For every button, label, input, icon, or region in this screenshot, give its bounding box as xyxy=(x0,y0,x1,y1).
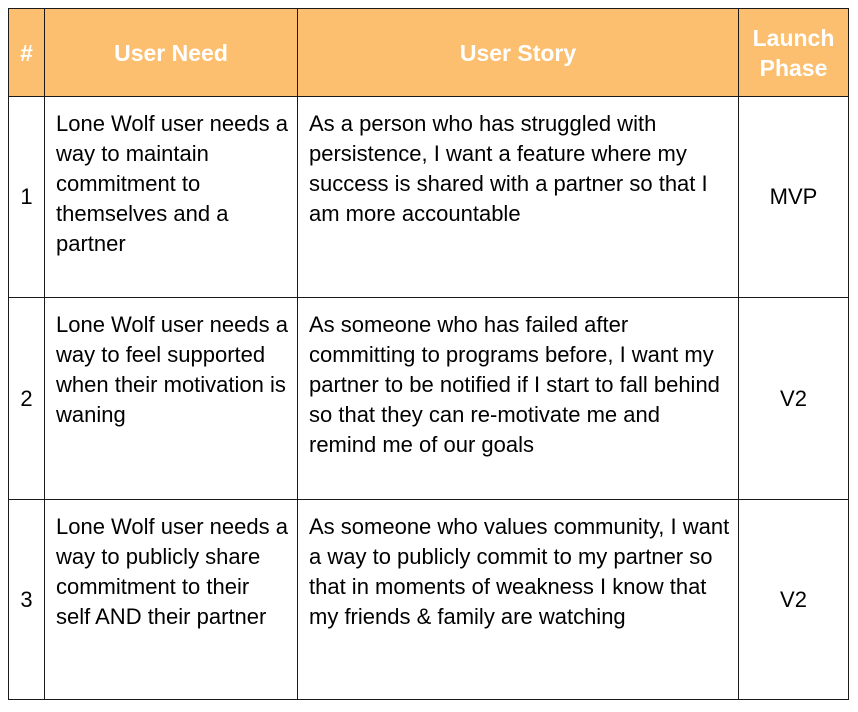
header-launch-phase: Launch Phase xyxy=(738,8,849,97)
launch-phase-cell: MVP xyxy=(738,96,849,298)
header-user-story: User Story xyxy=(297,8,739,97)
user-story-cell: As someone who has failed after committi… xyxy=(297,297,739,500)
launch-phase-cell: V2 xyxy=(738,499,849,700)
header-launch-phase-line1: Launch xyxy=(752,24,835,51)
row-number: 2 xyxy=(8,297,45,500)
user-story-cell: As a person who has struggled with persi… xyxy=(297,96,739,298)
table-row: 2 Lone Wolf user needs a way to feel sup… xyxy=(8,297,849,500)
row-number: 3 xyxy=(8,499,45,700)
user-need-cell: Lone Wolf user needs a way to maintain c… xyxy=(44,96,298,298)
table-row: 3 Lone Wolf user needs a way to publicly… xyxy=(8,499,849,700)
header-row: # User Need User Story Launch Phase xyxy=(8,8,849,97)
user-need-cell: Lone Wolf user needs a way to publicly s… xyxy=(44,499,298,700)
header-launch-phase-line2: Phase xyxy=(759,54,828,81)
launch-phase-cell: V2 xyxy=(738,297,849,500)
header-num: # xyxy=(8,8,45,97)
user-need-cell: Lone Wolf user needs a way to feel suppo… xyxy=(44,297,298,500)
user-story-cell: As someone who values community, I want … xyxy=(297,499,739,700)
user-stories-table: # User Need User Story Launch Phase 1 Lo… xyxy=(8,8,849,700)
header-user-need: User Need xyxy=(44,8,298,97)
row-number: 1 xyxy=(8,96,45,298)
table-row: 1 Lone Wolf user needs a way to maintain… xyxy=(8,96,849,298)
